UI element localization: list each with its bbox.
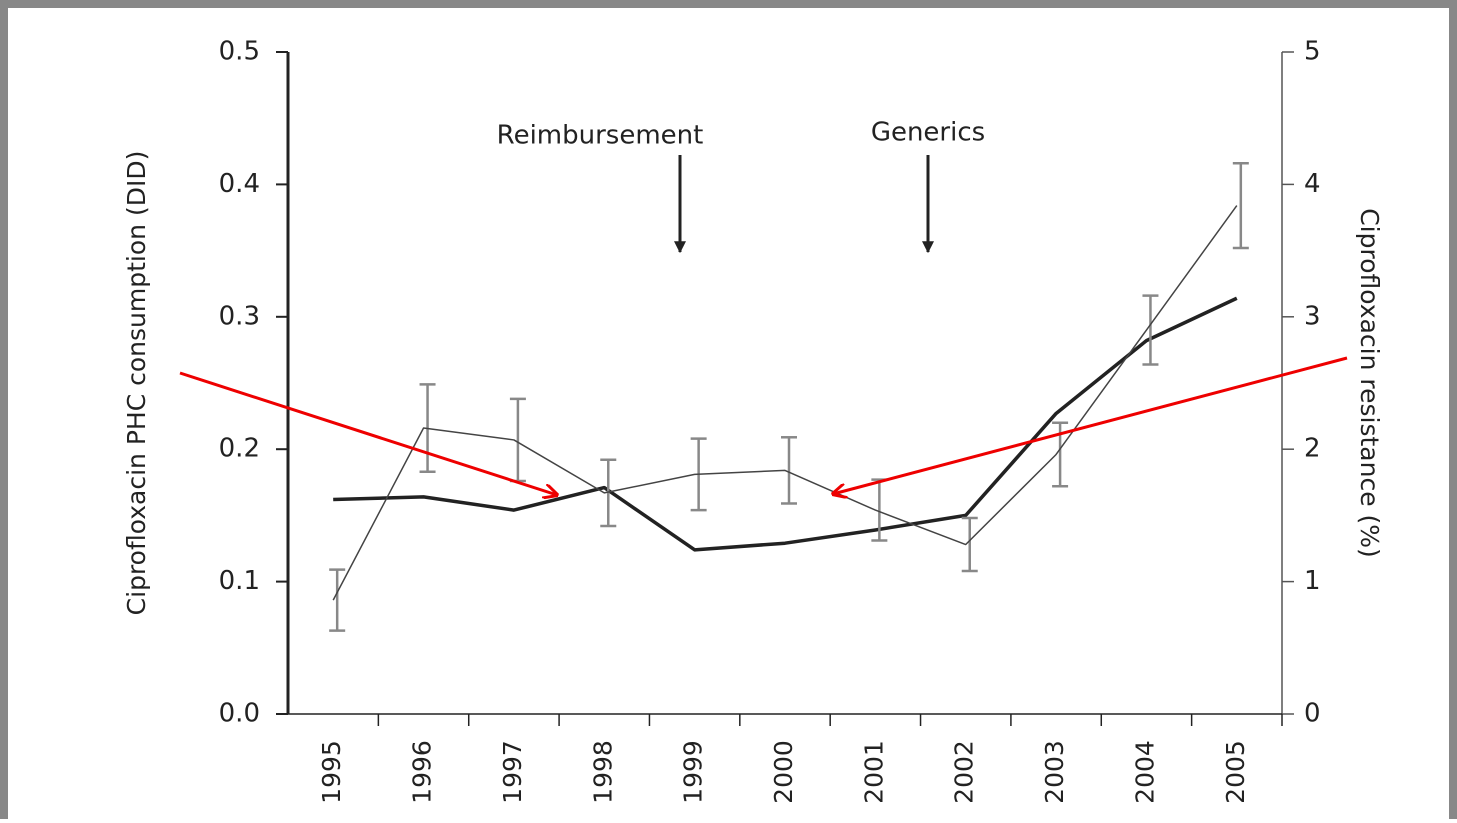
y-tick-label: 0.5 [219,37,260,67]
y2-tick-label: 1 [1304,566,1321,596]
annotation: Generics [871,118,985,148]
y-tick-label: 0.2 [219,434,260,464]
x-tick-label: 1996 [408,740,437,804]
y2-tick-label: 4 [1304,169,1321,199]
x-tick-label: 2002 [950,740,979,804]
error-bar [1232,161,1249,250]
overlay-arrow [179,371,557,495]
x-tick-label: 1997 [498,740,527,804]
error-bar [600,458,617,528]
y-tick-label: 0.4 [219,169,260,199]
x-tick-label: 2004 [1130,740,1159,804]
overlay-arrow [833,356,1348,494]
y-tick-label: 0.0 [219,699,260,729]
y2-tick-label: 3 [1304,301,1321,331]
error-bar [781,436,797,505]
x-tick-label: 1995 [317,740,346,804]
y2-tick-label: 2 [1304,434,1321,464]
y-axis-label: Ciprofloxacin PHC consumption (DID) [122,151,151,616]
y-tick-label: 0.3 [219,301,260,331]
x-tick-label: 2005 [1221,740,1250,804]
annotation: Reimbursement [497,121,704,151]
x-tick-label: 1998 [588,740,617,804]
series-line [332,205,1238,601]
error-bar [961,516,978,573]
error-bar [1142,294,1159,366]
series-line [333,296,1238,552]
y2-tick-label: 5 [1304,37,1321,67]
y2-tick-label: 0 [1304,699,1321,729]
x-tick-label: 2001 [859,740,888,804]
y-tick-label: 0.1 [219,566,260,596]
x-tick-label: 1999 [679,740,708,804]
y2-axis-label: Ciprofloxacin resistance (%) [1355,208,1384,558]
x-tick-label: 2000 [769,740,798,804]
x-tick-label: 2003 [1040,740,1069,804]
error-bar [329,568,346,632]
